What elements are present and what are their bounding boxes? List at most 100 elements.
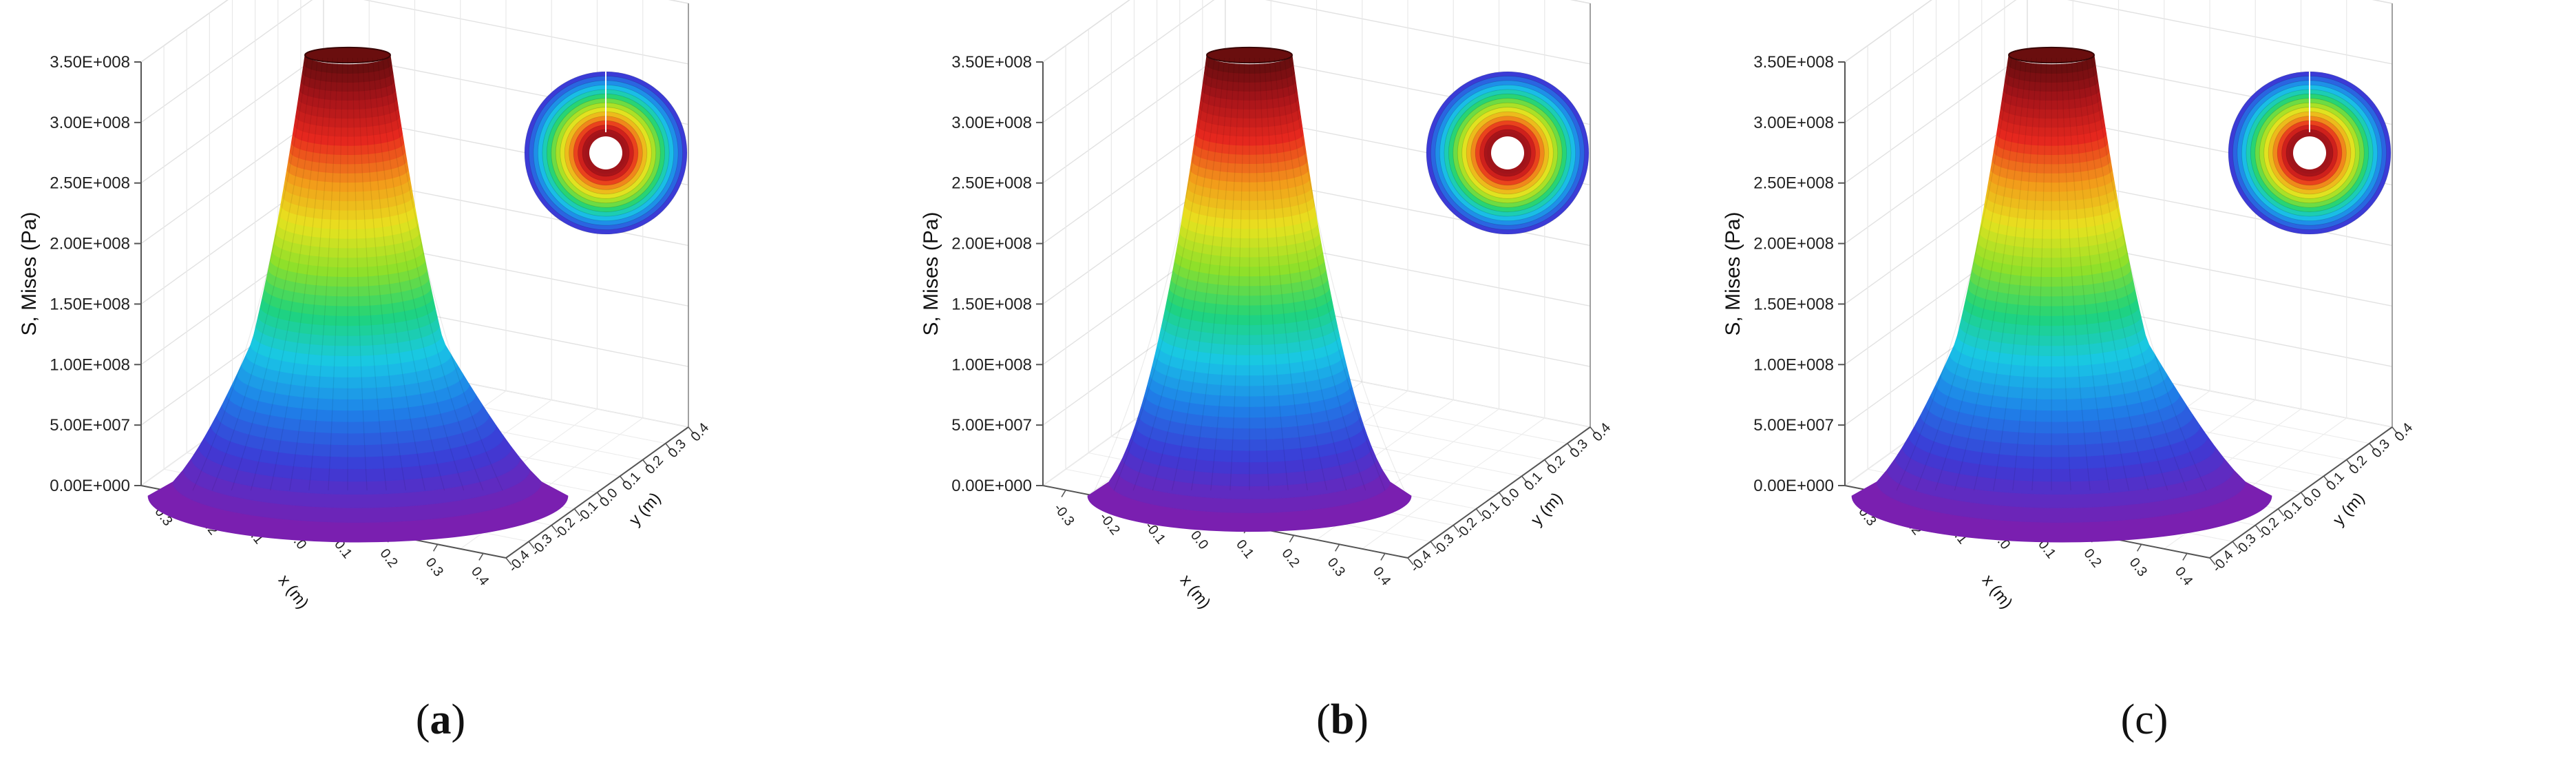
mesh-line: [1993, 57, 2037, 491]
mesh-line: [1264, 57, 1308, 491]
z-tick-label: 5.00E+007: [50, 416, 130, 435]
z-tick-label: 2.50E+008: [50, 174, 130, 193]
mesh-line: [231, 57, 319, 491]
mesh-line: [1210, 57, 1241, 491]
mesh-line: [1973, 57, 2032, 491]
z-tick-label: 5.00E+007: [951, 416, 1032, 435]
inset-hole: [589, 136, 622, 169]
z-tick-label: 0.00E+000: [50, 477, 130, 495]
y-tick: [528, 541, 535, 549]
x-tick-label: 0.3: [2126, 555, 2150, 579]
z-tick-label: 0.00E+000: [1753, 477, 1834, 495]
mesh-line: [1094, 57, 1210, 491]
stress-surface: [147, 46, 569, 543]
mesh-line: [1191, 57, 1235, 491]
caption-c-letter: c: [2135, 696, 2154, 743]
z-tick-label: 3.50E+008: [951, 53, 1032, 72]
mesh-line: [1284, 57, 1386, 491]
mesh-line: [2071, 57, 2130, 491]
x-tick: [478, 553, 484, 561]
inset-hole: [1491, 136, 1524, 169]
mesh-line: [289, 57, 333, 491]
z-tick-label: 5.00E+007: [1753, 416, 1834, 435]
x-tick-label: 0.1: [1233, 537, 1256, 561]
stress-surface: [1851, 46, 2272, 543]
mesh-line: [2056, 57, 2071, 491]
y-axis-title: y (m): [626, 489, 665, 530]
z-tick-label: 2.00E+008: [50, 235, 130, 253]
y-tick: [1567, 443, 1574, 451]
z-tick-label: 2.50E+008: [1753, 174, 1834, 193]
x-tick-label: 0.2: [1278, 546, 1302, 570]
caption-a-letter: a: [430, 696, 452, 743]
x-tick-label: 0.4: [1370, 564, 1393, 588]
caption-a: (a): [415, 696, 466, 743]
mesh-line: [2066, 57, 2110, 491]
mesh-line: [2012, 57, 2042, 491]
mesh-line: [1934, 57, 2023, 491]
y-tick: [573, 508, 580, 517]
mesh-line: [2086, 57, 2188, 491]
mesh-line: [1915, 57, 2017, 491]
inset-contour-disc: [1426, 71, 1590, 235]
mesh-line: [1113, 57, 1215, 491]
y-axis-title: y (m): [1528, 489, 1567, 530]
surface-plot-c: 0.00E+000 5.00E+007 1.00E+008 1.50E+008 2.00…: [1722, 0, 2416, 612]
x-tick-label: 0.4: [2172, 564, 2195, 588]
caption-c: (c): [2120, 696, 2168, 743]
mesh-line: [1229, 57, 1245, 491]
mesh-line: [211, 57, 313, 491]
z-tick-label: 3.50E+008: [1753, 53, 1834, 72]
y-tick: [2346, 459, 2353, 467]
mesh-line: [362, 57, 406, 491]
y-tick: [2277, 508, 2284, 517]
y-tick: [2209, 557, 2216, 565]
mesh-line: [2060, 57, 2091, 491]
mesh-line: [250, 57, 324, 491]
mesh-line: [357, 57, 387, 491]
y-tick: [2232, 541, 2239, 549]
y-axis-title: y (m): [2330, 489, 2369, 530]
y-tick: [688, 426, 695, 435]
y-tick: [596, 492, 604, 500]
x-tick-label: 0.3: [423, 555, 446, 579]
mesh-line: [1269, 57, 1328, 491]
mesh-line: [352, 57, 368, 491]
mesh-line: [192, 57, 308, 491]
z-tick-label: 2.50E+008: [951, 174, 1032, 193]
mesh-line: [2031, 57, 2047, 491]
surface-plot-b: 0.00E+000 5.00E+007 1.00E+008 1.50E+008 2.00…: [920, 0, 1614, 612]
surface-band: [1205, 54, 1294, 74]
mesh-line: [2080, 57, 2168, 491]
mesh-line: [1132, 57, 1221, 491]
x-tick: [432, 543, 439, 552]
x-tick: [1061, 490, 1066, 497]
z-tick-label: 1.00E+008: [50, 355, 130, 374]
inset-contour-disc: [2228, 71, 2392, 235]
inset-hole: [2293, 136, 2326, 169]
mesh-line: [1258, 57, 1289, 491]
mesh-line: [1954, 57, 2027, 491]
x-tick: [2182, 553, 2188, 561]
mesh-line: [1171, 57, 1230, 491]
x-tick-label: 0.4: [468, 564, 492, 588]
surface-band: [2007, 54, 2096, 74]
mesh-line: [377, 57, 465, 491]
mesh-line: [1152, 57, 1225, 491]
z-tick-label: 3.50E+008: [50, 53, 130, 72]
surface-top-rim: [1206, 46, 1293, 64]
caption-b-letter: b: [1330, 696, 1355, 743]
mesh-line: [387, 57, 503, 491]
inset-contour-disc: [524, 71, 688, 235]
panel-a: 0.00E+000 5.00E+007 1.00E+008 1.50E+008 2.00…: [0, 0, 858, 779]
z-tick-label: 2.00E+008: [1753, 235, 1834, 253]
caption-b: (b): [1316, 696, 1369, 743]
z-tick-label: 1.00E+008: [1753, 355, 1834, 374]
y-tick: [1544, 459, 1551, 467]
x-axis-title: x (m): [1978, 571, 2016, 612]
x-tick-label: -0.3: [1051, 501, 1077, 529]
surface-top-rim: [304, 46, 391, 64]
y-tick: [1521, 475, 1528, 484]
x-axis-title: x (m): [1176, 571, 1214, 612]
